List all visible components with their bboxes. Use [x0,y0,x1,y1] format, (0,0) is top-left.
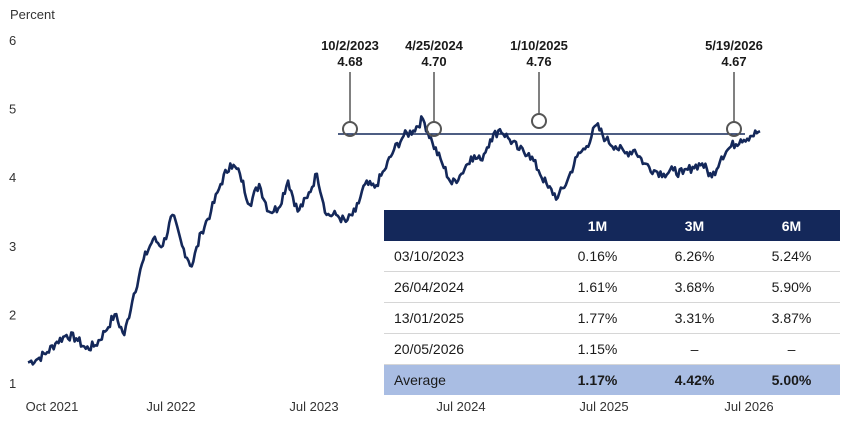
table-cell: 5.00% [743,364,840,395]
table-cell: – [743,333,840,365]
series-line [27,115,761,366]
y-axis-label: Percent [10,7,55,22]
annotation-date: 5/19/2026 [705,38,763,53]
table-cell: 4.42% [646,364,743,395]
x-axis-ticks: Oct 2021 Jul 2022 Jul 2023 Jul 2024 Jul 2025… [26,399,774,414]
table-cell: 3.87% [743,302,840,334]
x-tick-label: Jul 2023 [289,399,338,414]
annotation-date: 1/10/2025 [510,38,568,53]
annotation-value: 4.68 [337,54,362,69]
x-tick-label: Jul 2025 [579,399,628,414]
annotation-date: 10/2/2023 [321,38,379,53]
table-cell: 1.61% [549,271,646,303]
table-cell: 5.90% [743,271,840,303]
table-row: 03/10/2023 0.16% 6.26% 5.24% [384,241,840,272]
returns-table: 1M 3M 6M 03/10/2023 0.16% 6.26% 5.24% 26… [384,210,840,395]
table-cell: 1.77% [549,302,646,334]
table-cell: 0.16% [549,241,646,272]
table-cell: – [646,333,743,365]
y-tick-label: 2 [9,307,16,322]
table-header-cell: 1M [549,210,646,241]
table-header-row: 1M 3M 6M [384,210,840,241]
annotation-date: 4/25/2024 [405,38,464,53]
y-tick-label: 3 [9,239,16,254]
table-header-cell [384,210,549,241]
y-tick-label: 4 [9,170,16,185]
x-tick-label: Jul 2022 [146,399,195,414]
table-cell: 3.31% [646,302,743,334]
table-cell: 20/05/2026 [384,333,549,365]
table-cell: 6.26% [646,241,743,272]
table-cell: 1.17% [549,364,646,395]
table-header-cell: 3M [646,210,743,241]
table-cell: 1.15% [549,333,646,365]
table-cell: 03/10/2023 [384,241,549,272]
annotation-value: 4.70 [421,54,446,69]
x-tick-label: Jul 2026 [724,399,773,414]
table-header-cell: 6M [743,210,840,241]
y-tick-label: 5 [9,102,16,117]
x-tick-label: Oct 2021 [26,399,79,414]
y-tick-label: 6 [9,33,16,48]
table-cell: 5.24% [743,241,840,272]
annotation-value: 4.67 [721,54,746,69]
y-axis-ticks: 1 2 3 4 5 6 [9,33,16,391]
table-cell: 3.68% [646,271,743,303]
table-cell: Average [384,364,549,395]
y-tick-label: 1 [9,376,16,391]
table-row: 26/04/2024 1.61% 3.68% 5.90% [384,271,840,303]
table-cell: 26/04/2024 [384,271,549,303]
x-tick-label: Jul 2024 [436,399,485,414]
table-row: 13/01/2025 1.77% 3.31% 3.87% [384,302,840,334]
table-cell: 13/01/2025 [384,302,549,334]
table-row: 20/05/2026 1.15% – – [384,333,840,365]
table-average-row: Average 1.17% 4.42% 5.00% [384,364,840,395]
annotation-value: 4.76 [526,54,551,69]
